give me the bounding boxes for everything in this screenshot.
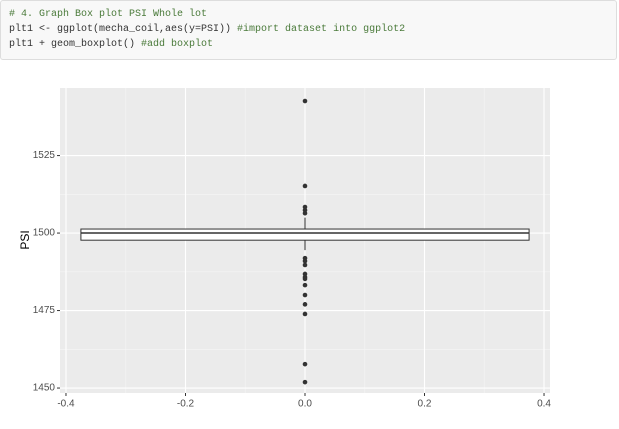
x-tick-label: -0.4 bbox=[57, 399, 75, 410]
box bbox=[80, 228, 530, 241]
code-code: plt1 + geom_boxplot() bbox=[9, 39, 142, 50]
code-line: # 4. Graph Box plot PSI Whole lot bbox=[9, 7, 608, 22]
code-code: plt1 <- ggplot(mecha_coil,aes(y=PSI)) bbox=[9, 24, 238, 35]
outlier bbox=[302, 262, 308, 268]
outlier bbox=[302, 183, 308, 189]
x-tick-label: 0.2 bbox=[418, 399, 432, 410]
outlier bbox=[302, 302, 308, 307]
outlier bbox=[302, 276, 308, 282]
y-tick-label: 1500 bbox=[33, 228, 56, 239]
y-tick-label: 1450 bbox=[33, 383, 56, 394]
code-comment: #add boxplot bbox=[141, 39, 214, 50]
code-line: plt1 + geom_boxplot() #add boxplot bbox=[9, 37, 608, 52]
outlier bbox=[302, 258, 308, 264]
x-tick-label: -0.2 bbox=[177, 399, 195, 410]
code-comment: # 4. Graph Box plot PSI Whole lot bbox=[9, 9, 208, 20]
outlier bbox=[302, 292, 308, 298]
outlier bbox=[302, 379, 308, 385]
y-tick-label: 1475 bbox=[33, 305, 56, 316]
y-axis-label: PSI bbox=[18, 230, 32, 249]
outlier bbox=[302, 210, 308, 216]
y-tick-label: 1525 bbox=[33, 150, 56, 161]
code-comment: #import dataset into ggplot2 bbox=[237, 24, 406, 35]
x-tick-label: 0.4 bbox=[537, 399, 551, 410]
outlier bbox=[302, 282, 308, 288]
x-tick-label: 0.0 bbox=[298, 399, 312, 410]
outlier bbox=[302, 98, 308, 104]
code-block: # 4. Graph Box plot PSI Whole lot plt1 <-… bbox=[0, 0, 617, 60]
outlier bbox=[302, 361, 308, 367]
code-line: plt1 <- ggplot(mecha_coil,aes(y=PSI)) #i… bbox=[9, 22, 608, 37]
outlier bbox=[302, 311, 308, 317]
